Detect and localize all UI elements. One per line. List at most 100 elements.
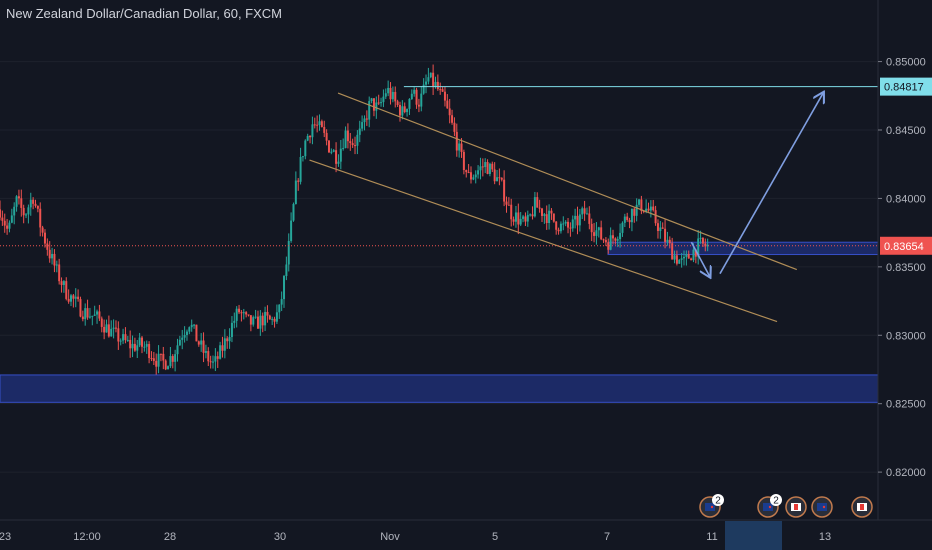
candle-body [451, 115, 454, 123]
nz-flag-star [822, 505, 826, 509]
candle-body [41, 227, 44, 233]
price-axis[interactable]: 0.82000 0.82500 0.83000 0.83500 0.84000 0.845… [877, 0, 932, 520]
nz-flag-star [710, 505, 714, 509]
candle-body [590, 223, 593, 233]
candle-body [505, 201, 508, 205]
candle-body [491, 163, 494, 170]
candle-body [358, 128, 361, 135]
candle-body [230, 322, 233, 337]
candle-body [167, 366, 170, 370]
support-resistance-zones [0, 241, 879, 403]
candle-body [70, 295, 73, 302]
candle-body [588, 213, 591, 224]
candle-body [301, 156, 304, 158]
candle-body [356, 134, 359, 146]
candle-body [323, 126, 326, 133]
candle-body [354, 145, 357, 147]
resistance-price-label-bg [880, 77, 932, 96]
time-tick-label: 12:00 [73, 531, 101, 543]
candle-body [389, 87, 392, 100]
candle-body [439, 89, 442, 91]
event-marker[interactable]: 2 [757, 494, 782, 518]
candle-body [171, 356, 174, 362]
price-tick-label: 0.82000 [886, 467, 926, 479]
candle-body [13, 206, 16, 216]
candle-body [510, 204, 513, 220]
candle-body [176, 345, 179, 355]
candle-body [661, 227, 664, 229]
candle-body [316, 124, 319, 126]
candle-body [517, 212, 520, 225]
candle-body [346, 130, 349, 142]
candle-body [659, 227, 662, 232]
candle-body [46, 243, 49, 250]
candle-body [150, 358, 153, 360]
candle-body [51, 253, 54, 259]
candle-body [557, 229, 560, 232]
candle-body [159, 353, 162, 355]
candle-body [545, 214, 548, 223]
event-marker[interactable] [785, 496, 807, 518]
zone-rect [0, 374, 879, 403]
candle-body [540, 208, 543, 216]
event-marker[interactable] [811, 496, 833, 518]
candle-body [706, 244, 709, 247]
candle-body [122, 334, 125, 341]
candle-body [694, 249, 697, 257]
event-marker[interactable]: 2 [699, 494, 724, 518]
candle-body [604, 240, 607, 243]
candle-body [238, 308, 241, 313]
candle-body [543, 214, 546, 216]
candle-body [143, 346, 146, 348]
time-axis-highlight [725, 521, 782, 550]
candle-body [34, 203, 37, 206]
candle-body [58, 264, 61, 282]
candle-body [522, 216, 525, 219]
candle-body [261, 315, 264, 326]
candle-body [285, 264, 288, 277]
candle-body [396, 101, 399, 105]
time-tick-label: 5 [492, 531, 498, 543]
candle-body [434, 81, 437, 87]
candle-body [223, 338, 226, 351]
candle-body [666, 239, 669, 242]
candle-body [81, 316, 84, 320]
candle-body [654, 210, 657, 224]
event-count-badge [712, 494, 724, 506]
candle-body [578, 214, 581, 226]
candle-body [496, 177, 499, 182]
candle-body [678, 259, 681, 264]
time-tick-label: 7 [604, 531, 610, 543]
candle-body [427, 77, 430, 82]
candle-body [701, 237, 704, 244]
candle-body [181, 337, 184, 340]
candle-body [529, 214, 532, 216]
candle-body [242, 312, 245, 314]
time-axis[interactable]: 23 12:00 28 30 Nov 5 7 11 13 [0, 519, 932, 550]
candle-body [275, 312, 278, 322]
candle-body [704, 243, 707, 247]
candle-body [114, 327, 117, 329]
candle-body [36, 205, 39, 209]
candle-body [387, 87, 390, 94]
event-count-badge [770, 494, 782, 506]
candle-body [162, 353, 165, 361]
candle-body [462, 151, 465, 171]
candle-body [585, 213, 588, 215]
candlestick-series [0, 64, 709, 375]
candle-body [136, 345, 139, 351]
candle-body [552, 213, 555, 222]
candle-body [477, 170, 480, 175]
time-tick-label: 28 [164, 531, 176, 543]
candle-body [380, 102, 383, 104]
candle-body [214, 356, 217, 362]
candle-body [112, 327, 115, 329]
candle-body [687, 254, 690, 259]
candle-body [567, 221, 570, 228]
event-marker[interactable] [851, 496, 873, 518]
candle-body [330, 151, 333, 153]
candle-body [240, 312, 243, 314]
candle-body [503, 179, 506, 202]
